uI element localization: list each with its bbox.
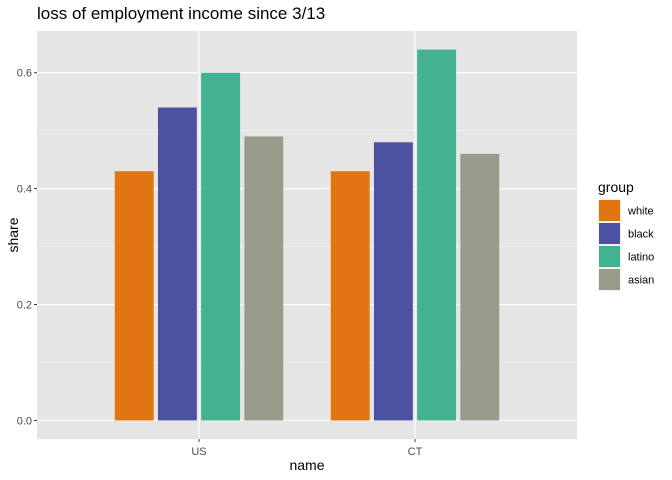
y-tick-label: 0.2 [17,300,32,312]
x-axis-title: name [289,457,324,473]
legend-swatch-asian [599,269,620,290]
legend-swatch-white [599,200,620,221]
legend-title: group [598,179,634,195]
bar-white-us [114,171,154,421]
legend-swatch-black [599,223,620,244]
legend-swatch-latino [599,246,620,267]
y-tick-label: 0.6 [17,68,32,80]
chart-title: loss of employment income since 3/13 [37,4,325,23]
bars [114,49,500,421]
legend-label-asian: asian [628,275,654,287]
bar-asian-ct [460,153,500,421]
bar-latino-ct [417,49,457,421]
legend-label-latino: latino [628,252,654,264]
legend-label-white: white [627,206,654,218]
bar-latino-us [201,72,241,421]
bar-black-us [157,107,197,421]
x-tick-label: CT [408,446,423,458]
bar-black-ct [373,142,413,421]
legend: group white black latino asian [598,179,654,291]
x-axis-ticks: US CT [191,439,423,458]
y-tick-label: 0.4 [17,184,32,196]
x-tick-label: US [191,446,206,458]
y-axis-ticks: 0.0 0.2 0.4 0.6 [17,68,37,427]
bar-white-ct [330,171,370,421]
y-tick-label: 0.0 [17,415,32,427]
legend-label-black: black [628,229,654,241]
bar-asian-us [244,136,284,421]
y-axis-title: share [5,217,21,252]
